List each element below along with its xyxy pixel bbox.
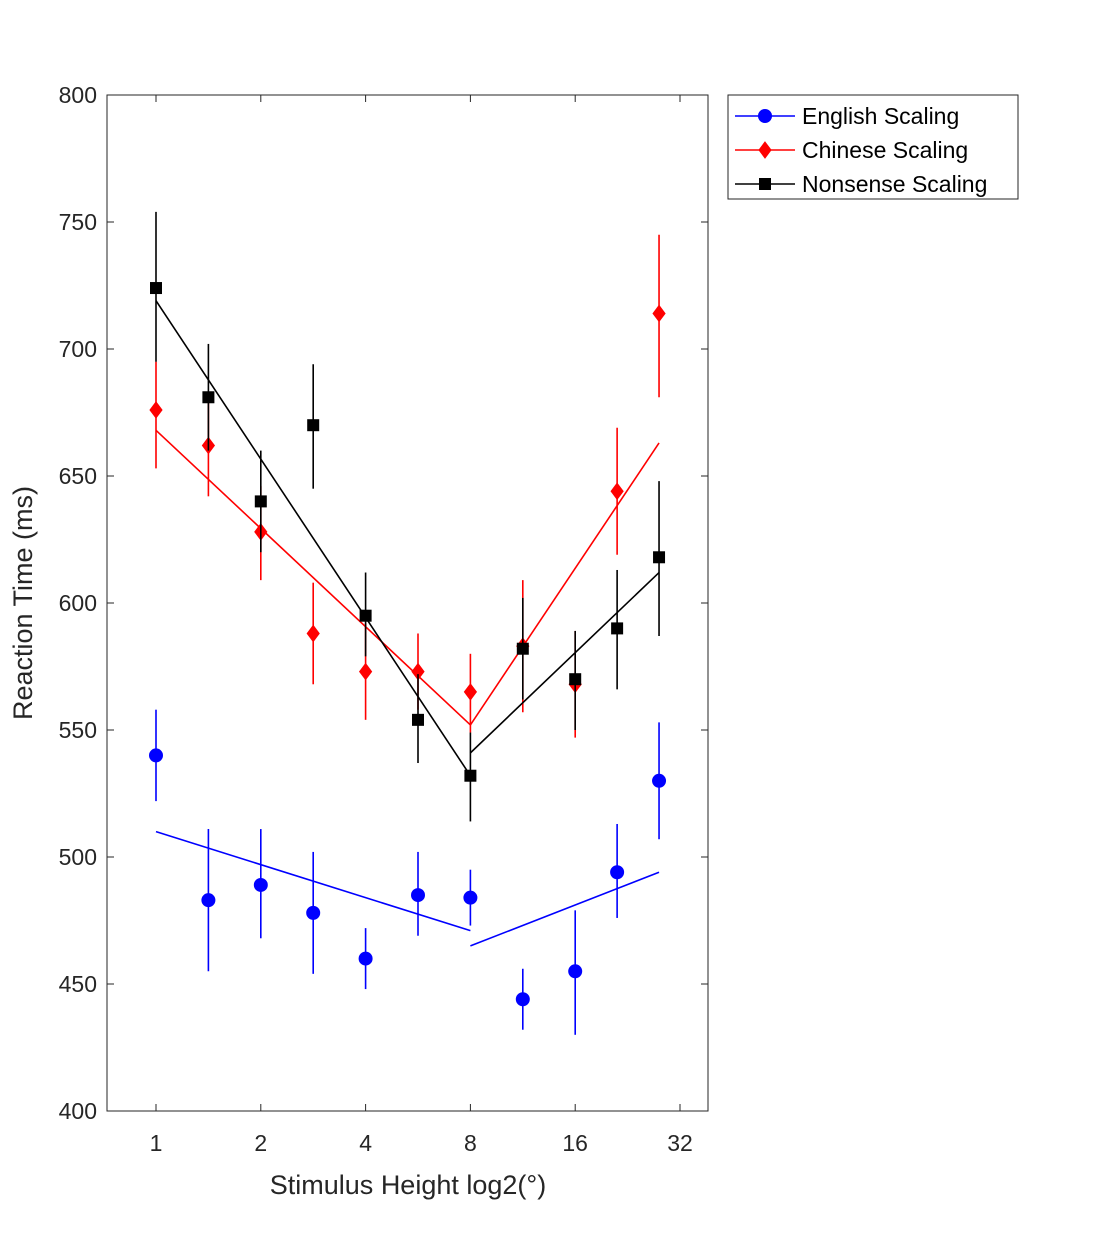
data-layer bbox=[149, 211, 667, 1035]
data-point bbox=[611, 622, 624, 635]
data-point bbox=[464, 769, 477, 782]
y-tick-label: 550 bbox=[59, 717, 97, 743]
y-axis-title: Reaction Time (ms) bbox=[8, 486, 38, 720]
data-point bbox=[463, 683, 478, 701]
data-point bbox=[463, 890, 478, 905]
legend-label: Nonsense Scaling bbox=[802, 171, 987, 197]
data-point bbox=[516, 642, 529, 655]
legend-box bbox=[727, 94, 1019, 200]
x-tick-label: 32 bbox=[667, 1130, 693, 1156]
legend-marker bbox=[758, 141, 772, 159]
data-point bbox=[306, 905, 321, 920]
x-axis-title: Stimulus Height log2(°) bbox=[270, 1170, 546, 1200]
y-tick-label: 700 bbox=[59, 336, 97, 362]
series-square bbox=[150, 211, 666, 822]
y-tick-label: 400 bbox=[59, 1098, 97, 1124]
data-point bbox=[652, 304, 666, 323]
fit-line bbox=[469, 442, 660, 726]
x-tick-label: 16 bbox=[562, 1130, 588, 1156]
data-point bbox=[610, 482, 624, 501]
legend-marker bbox=[758, 109, 772, 123]
data-point bbox=[201, 893, 216, 908]
data-point bbox=[202, 391, 215, 404]
y-tick-label: 800 bbox=[59, 82, 97, 108]
y-tick-label: 650 bbox=[59, 463, 97, 489]
x-tick-label: 1 bbox=[150, 1130, 163, 1156]
legend-marker bbox=[759, 178, 771, 190]
data-point bbox=[652, 773, 667, 788]
legend-label: Chinese Scaling bbox=[802, 137, 968, 163]
y-tick-label: 750 bbox=[59, 209, 97, 235]
y-tick-label: 600 bbox=[59, 590, 97, 616]
data-point bbox=[149, 401, 163, 419]
y-tick-label: 500 bbox=[59, 844, 97, 870]
data-point bbox=[411, 888, 425, 903]
data-point bbox=[568, 964, 583, 979]
fit-line bbox=[470, 871, 660, 947]
data-point bbox=[253, 877, 268, 892]
data-point bbox=[359, 609, 372, 622]
data-point bbox=[358, 951, 373, 966]
data-point bbox=[254, 495, 267, 508]
fit-line bbox=[469, 571, 660, 754]
data-point bbox=[610, 865, 625, 880]
data-point bbox=[569, 673, 582, 686]
data-point bbox=[307, 419, 320, 432]
data-point bbox=[653, 551, 666, 564]
data-point bbox=[515, 992, 530, 1007]
legend: English Scaling Chinese Scaling Nonsense S… bbox=[727, 94, 1019, 200]
y-tick-label: 450 bbox=[59, 971, 97, 997]
x-tick-label: 2 bbox=[254, 1130, 267, 1156]
data-point bbox=[150, 282, 162, 295]
x-tick-label: 4 bbox=[359, 1130, 372, 1156]
series-circle bbox=[149, 709, 667, 1035]
legend-label: English Scaling bbox=[802, 103, 959, 129]
axes-layer: 400 450 500 550 600 650 700 750 800 1 2 4 8 16 32 bbox=[59, 82, 708, 1156]
x-tick-label: 8 bbox=[464, 1130, 477, 1156]
plot-area bbox=[106, 94, 709, 1112]
data-point bbox=[412, 713, 424, 726]
data-point bbox=[306, 624, 320, 643]
data-point bbox=[358, 662, 373, 681]
data-point bbox=[149, 748, 163, 763]
